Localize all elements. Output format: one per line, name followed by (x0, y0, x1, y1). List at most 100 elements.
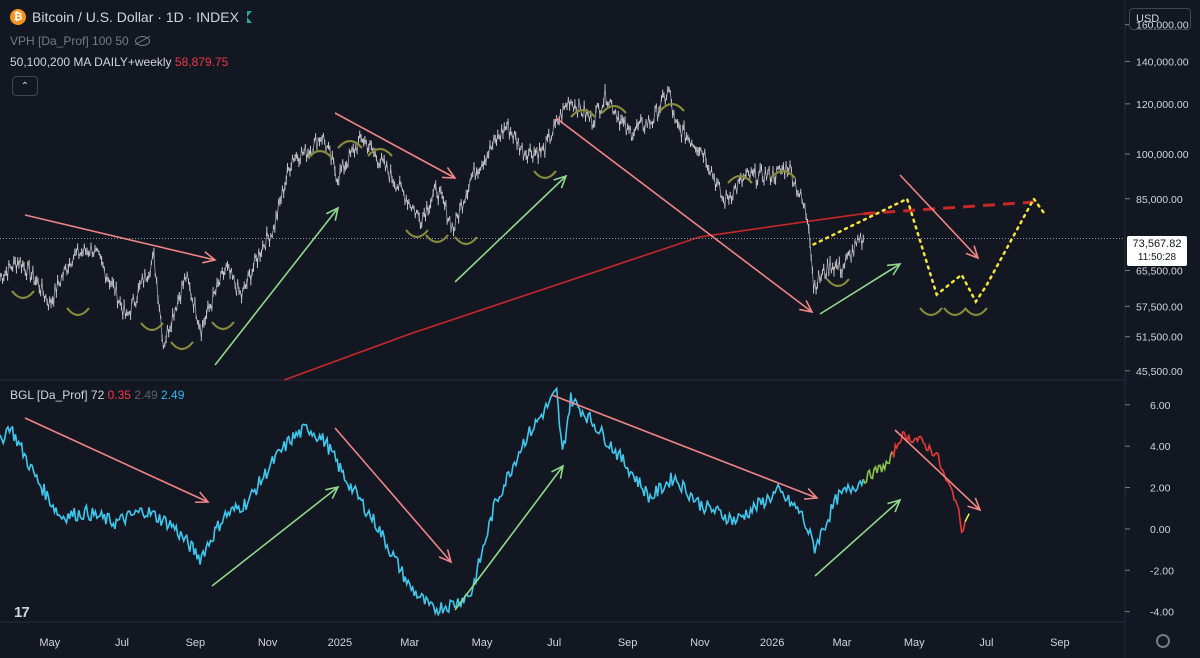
oscillator-label: BGL [Da_Prof] 72 (10, 388, 105, 402)
up-arrow (214, 207, 339, 366)
oscillator-value-1: 0.35 (107, 388, 131, 402)
down-arrow (894, 429, 981, 511)
time-tick-label: May (472, 637, 493, 649)
last-price-value: 73,567.82 (1132, 238, 1182, 250)
down-arrow-head (967, 497, 982, 512)
pattern-top-arc (770, 169, 796, 179)
price-tick-label: 57,500.00 (1136, 301, 1183, 313)
up-arrow (814, 499, 901, 577)
projection-path (812, 196, 1047, 305)
down-arrow-head (799, 300, 814, 314)
osc-tick-label: -2.00 (1150, 565, 1174, 577)
up-arrow-head (325, 206, 340, 221)
time-tick-label: Nov (258, 637, 278, 649)
pattern-bottom-arc (66, 307, 90, 317)
osc-tick-label: 4.00 (1150, 441, 1171, 453)
oscillator-projection-green (862, 450, 894, 485)
pattern-bottom-arc (826, 278, 850, 288)
currency-label: USD (1136, 13, 1160, 25)
up-arrow-head (551, 464, 565, 479)
indicator-vph[interactable]: VPH [Da_Prof] 100 50 (10, 34, 150, 48)
ma200-line (283, 212, 864, 381)
pattern-bottom-arc (405, 229, 429, 239)
bitcoin-icon: ₿ (10, 9, 26, 25)
down-arrow (551, 394, 818, 499)
time-tick-label: Nov (690, 637, 710, 649)
pattern-bottom-arc (919, 307, 943, 317)
bar-countdown: 11:50:28 (1137, 252, 1177, 263)
pattern-top-arc (307, 149, 333, 159)
up-arrow-head (887, 498, 902, 513)
indicator-ma-value: 58,879.75 (174, 55, 229, 69)
down-arrow (555, 117, 813, 313)
indicator-ma-label: 50,100,200 MA DAILY+weekly (10, 55, 172, 69)
time-tick-label: Mar (832, 637, 851, 649)
price-bars (0, 84, 864, 350)
pattern-bottom-arc (140, 322, 164, 332)
price-line (0, 88, 864, 349)
price-tick-label: 45,500.00 (1136, 366, 1183, 378)
up-arrow (454, 465, 564, 611)
oscillator-value-3: 2.49 (161, 388, 185, 402)
osc-tick-label: 0.00 (1150, 524, 1171, 536)
down-arrow-head (803, 487, 819, 500)
price-tick-label: 85,000.00 (1136, 194, 1183, 206)
price-tick-label: 65,500.00 (1136, 265, 1183, 277)
up-arrow-head (325, 485, 340, 500)
pattern-top-arc (570, 108, 596, 118)
price-tick-label: 120,000.00 (1136, 99, 1189, 111)
price-tick-label: 160,000.00 (1136, 20, 1189, 32)
oscillator-projection-red (891, 430, 966, 534)
time-tick-label: May (904, 637, 925, 649)
pattern-bottom-arc (533, 170, 557, 180)
price-tick-label: 100,000.00 (1136, 149, 1189, 161)
tradingview-logo[interactable]: 17 (14, 604, 30, 621)
pattern-bottom-arc (211, 321, 235, 331)
flag-icon[interactable] (246, 11, 252, 23)
time-tick-label: May (39, 637, 60, 649)
time-tick-label: Jul (547, 637, 561, 649)
up-arrow-head (886, 263, 902, 276)
up-arrow (454, 175, 567, 283)
oscillator-legend[interactable]: BGL [Da_Prof] 72 0.35 2.49 2.49 (10, 388, 184, 402)
time-tick-label: Sep (186, 637, 206, 649)
down-arrow (24, 417, 209, 503)
price-tick-label: 51,500.00 (1136, 332, 1183, 344)
time-tick-label: Jul (979, 637, 993, 649)
pattern-top-arc (659, 102, 685, 112)
down-arrow-head (202, 251, 217, 264)
collapse-indicators-button[interactable]: ⌃ (12, 76, 38, 96)
time-tick-label: Jul (115, 637, 129, 649)
pattern-top-arc (601, 104, 627, 114)
time-tick-label: 2025 (328, 637, 352, 649)
oscillator-end-tick (964, 513, 970, 523)
down-arrow (24, 214, 216, 261)
settings-gear-icon[interactable] (1156, 634, 1170, 648)
pattern-bottom-arc (943, 307, 967, 317)
up-arrow (211, 486, 339, 587)
time-tick-label: Sep (1050, 637, 1070, 649)
pattern-bottom-arc (964, 307, 988, 317)
up-arrow-head (553, 174, 568, 189)
indicator-ma[interactable]: 50,100,200 MA DAILY+weekly 58,879.75 (10, 55, 228, 69)
chart-title: ₿ Bitcoin / U.S. Dollar · 1D · INDEX (10, 9, 252, 25)
oscillator-line (0, 386, 865, 617)
symbol-title[interactable]: Bitcoin / U.S. Dollar · 1D · INDEX (32, 9, 239, 25)
osc-tick-label: 6.00 (1150, 400, 1171, 412)
pattern-bottom-arc (11, 290, 35, 300)
pattern-bottom-arc (454, 236, 478, 246)
time-tick-label: Mar (400, 637, 419, 649)
pattern-bottom-arc (425, 234, 449, 244)
oscillator-value-2: 2.49 (134, 388, 158, 402)
pattern-top-arc (727, 174, 753, 184)
time-tick-label: 2026 (760, 637, 784, 649)
down-arrow (334, 112, 456, 179)
indicator-vph-label: VPH [Da_Prof] 100 50 (10, 34, 129, 48)
osc-tick-label: 2.00 (1150, 483, 1171, 495)
up-arrow (819, 263, 901, 315)
hidden-eye-icon[interactable] (134, 36, 150, 46)
ma200-projection-line (863, 200, 1034, 216)
down-arrow (334, 427, 452, 563)
currency-selector[interactable]: USD (1129, 8, 1191, 30)
